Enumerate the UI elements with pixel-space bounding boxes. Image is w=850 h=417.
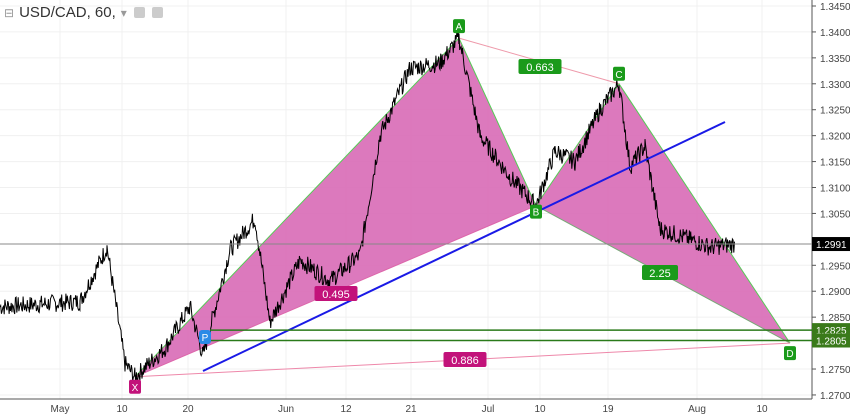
level-price-label: 1.2825 bbox=[816, 326, 847, 337]
x-tick-label: 19 bbox=[602, 404, 614, 415]
pattern-point-a-badge bbox=[453, 19, 465, 34]
y-tick-label: 1.2750 bbox=[820, 365, 850, 376]
ratio-label: 0.495 bbox=[322, 289, 350, 301]
level-price-badge bbox=[812, 333, 850, 348]
y-tick-label: 1.3350 bbox=[820, 54, 850, 65]
y-tick-label: 1.3450 bbox=[820, 2, 850, 13]
pattern-point-label: X bbox=[132, 383, 139, 394]
x-tick-label: Aug bbox=[688, 404, 706, 415]
y-tick-label: 1.3400 bbox=[820, 28, 850, 39]
marker-p-badge bbox=[199, 330, 211, 344]
chart-header: ⊟ USD/CAD, 60, ▾ bbox=[4, 4, 163, 21]
y-tick-label: 1.3050 bbox=[820, 209, 850, 220]
pattern-triangle-bcd bbox=[536, 83, 790, 344]
x-tick-label: 21 bbox=[405, 404, 417, 415]
x-tick-label: 10 bbox=[116, 404, 128, 415]
pattern-point-c-badge bbox=[613, 66, 625, 81]
ratio-label: 0.886 bbox=[451, 355, 479, 367]
y-tick-label: 1.3150 bbox=[820, 158, 850, 169]
ratio-label: 2.25 bbox=[649, 268, 670, 280]
minus-square-icon[interactable]: ⊟ bbox=[4, 5, 15, 20]
ratio-badge bbox=[443, 352, 487, 367]
y-tick-label: 1.3300 bbox=[820, 80, 850, 91]
ratio-label: 0.663 bbox=[526, 62, 554, 74]
x-tick-label: 12 bbox=[340, 404, 352, 415]
y-tick-label: 1.3200 bbox=[820, 132, 850, 143]
level-price-label: 1.2805 bbox=[816, 336, 847, 347]
symbol-title[interactable]: USD/CAD, 60, bbox=[19, 4, 116, 21]
y-tick-label: 1.2900 bbox=[820, 287, 850, 298]
marker-p-label: P bbox=[202, 333, 209, 344]
x-tick-label: 10 bbox=[534, 404, 546, 415]
price-line bbox=[0, 31, 735, 383]
y-tick-label: 1.2700 bbox=[820, 391, 850, 402]
pattern-point-label: D bbox=[786, 349, 793, 360]
pattern-point-b-badge bbox=[530, 204, 542, 219]
y-tick-label: 1.3250 bbox=[820, 106, 850, 117]
chevron-down-icon[interactable]: ▾ bbox=[120, 5, 127, 20]
pattern-triangle-xab bbox=[135, 38, 536, 377]
ratio-badge bbox=[518, 59, 562, 74]
ratio-badge bbox=[642, 265, 678, 280]
eye-icon[interactable] bbox=[133, 7, 145, 18]
ratio-badge bbox=[314, 286, 358, 301]
x-tick-label: 20 bbox=[182, 404, 194, 415]
current-price-badge bbox=[812, 237, 850, 252]
pattern-point-d-badge bbox=[784, 346, 796, 361]
pattern-point-label: C bbox=[615, 70, 622, 81]
x-tick-label: 10 bbox=[756, 404, 768, 415]
y-tick-label: 1.2850 bbox=[820, 313, 850, 324]
gear-icon[interactable] bbox=[151, 7, 163, 18]
x-tick-label: May bbox=[51, 404, 70, 415]
pattern-point-label: A bbox=[456, 22, 463, 33]
current-price-label: 1.2991 bbox=[816, 240, 847, 251]
y-tick-label: 1.2950 bbox=[820, 261, 850, 272]
x-tick-label: Jul bbox=[482, 404, 495, 415]
y-tick-label: 1.3100 bbox=[820, 184, 850, 195]
x-tick-label: Jun bbox=[278, 404, 294, 415]
pattern-point-label: B bbox=[533, 208, 540, 219]
pattern-point-x-badge bbox=[129, 379, 141, 394]
